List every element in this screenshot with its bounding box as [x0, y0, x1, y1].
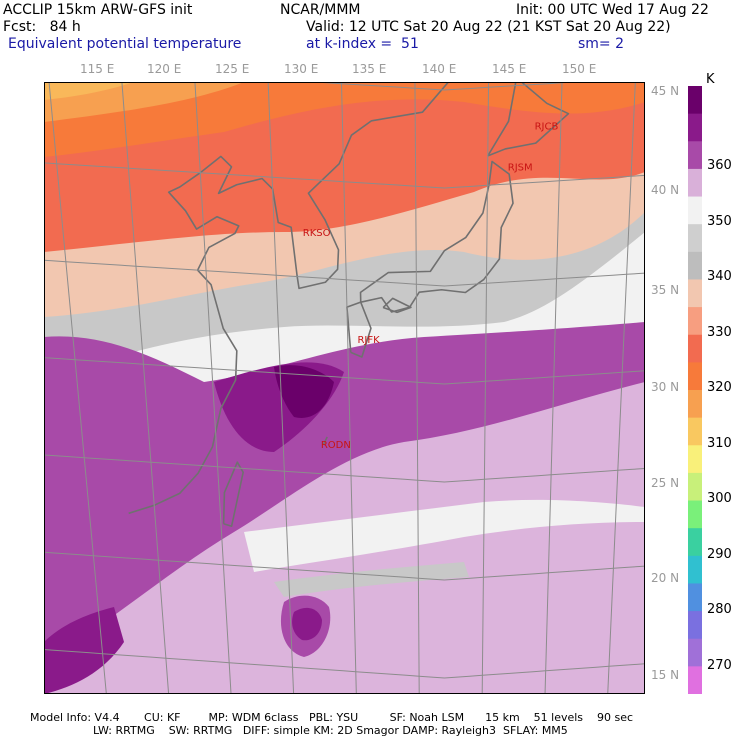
colorbar-swatch [688, 362, 702, 391]
colorbar-tick-label: 290 [707, 546, 732, 562]
lon-label: 115 E [80, 62, 115, 76]
lon-label: 120 E [147, 62, 182, 76]
smoothing: sm= 2 [578, 36, 625, 52]
colorbar-swatch [688, 638, 702, 667]
model-title: ACCLIP 15km ARW-GFS init [3, 2, 193, 18]
colorbar-tick-label: 360 [707, 158, 732, 173]
station-label-rjsm: RJSM [508, 162, 533, 173]
lon-label: 130 E [284, 62, 319, 76]
colorbar-tick-label: 330 [707, 324, 732, 340]
map-frame [44, 82, 645, 694]
colorbar-unit: K [706, 72, 715, 87]
colorbar-swatch [688, 583, 702, 612]
lon-label: 135 E [352, 62, 387, 76]
theta-e-field [44, 82, 645, 694]
colorbar-tick-label: 300 [707, 491, 732, 506]
colorbar-swatch [688, 224, 702, 253]
lon-label: 150 E [562, 62, 597, 76]
colorbar-swatch [688, 528, 702, 557]
lat-label: 20 N [651, 571, 680, 585]
theta-e-map: RJCB RJSM RKSO RJFK RODN [44, 82, 645, 694]
lat-label: 45 N [651, 84, 680, 98]
coastlines [128, 82, 570, 528]
forecast-hour: Fcst: 84 h [3, 19, 81, 35]
lon-label: 140 E [422, 62, 457, 76]
colorbar-tick-label: 350 [707, 213, 732, 229]
colorbar-tick-label: 310 [707, 435, 732, 451]
init-time: Init: 00 UTC Wed 17 Aug 22 [516, 2, 709, 18]
colorbar-swatch [688, 141, 702, 170]
lon-label: 125 E [215, 62, 250, 76]
colorbar-swatch [688, 113, 702, 142]
colorbar [688, 86, 702, 694]
colorbar-swatch [688, 251, 702, 280]
colorbar-swatch [688, 472, 702, 502]
lat-label: 30 N [651, 380, 680, 394]
station-label-rjcb: RJCB [535, 122, 559, 133]
colorbar-swatch [688, 390, 702, 419]
colorbar-swatch [688, 666, 702, 694]
lat-label: 35 N [651, 283, 680, 297]
colorbar-swatch [688, 307, 702, 336]
colorbar-tick-label: 270 [707, 657, 732, 673]
lat-label: 15 N [651, 668, 680, 682]
station-label-rkso: RKSO [303, 228, 331, 239]
colorbar-swatch [688, 196, 702, 225]
graticule [44, 82, 645, 694]
lat-label: 25 N [651, 476, 680, 490]
colorbar-swatch [688, 611, 702, 640]
lon-label: 145 E [492, 62, 527, 76]
lat-label: 40 N [651, 183, 680, 197]
model-info-line1: Model Info: V4.4 CU: KF MP: WDM 6class P… [30, 711, 634, 724]
colorbar-tick-label: 280 [707, 602, 732, 617]
colorbar-tick-label: 320 [707, 380, 732, 395]
colorbar-swatch [688, 279, 702, 308]
colorbar-swatch [688, 334, 702, 363]
colorbar-swatch [688, 86, 702, 115]
colorbar-swatch [688, 417, 702, 446]
organization: NCAR/MMM [280, 2, 361, 18]
station-label-rodn: RODN [321, 440, 351, 451]
valid-time: Valid: 12 UTC Sat 20 Aug 22 (21 KST Sat … [306, 19, 671, 35]
colorbar-swatch [688, 168, 702, 198]
model-info-line2: LW: RRTMG SW: RRTMG DIFF: simple KM: 2D … [30, 724, 568, 737]
station-label-rjfk: RJFK [357, 335, 380, 346]
field-name: Equivalent potential temperature [8, 36, 242, 52]
colorbar-tick-label: 340 [707, 269, 732, 284]
colorbar-swatch [688, 500, 702, 529]
colorbar-swatch [688, 555, 702, 584]
colorbar-swatch [688, 445, 702, 474]
level-index: at k-index = 51 [306, 36, 419, 52]
